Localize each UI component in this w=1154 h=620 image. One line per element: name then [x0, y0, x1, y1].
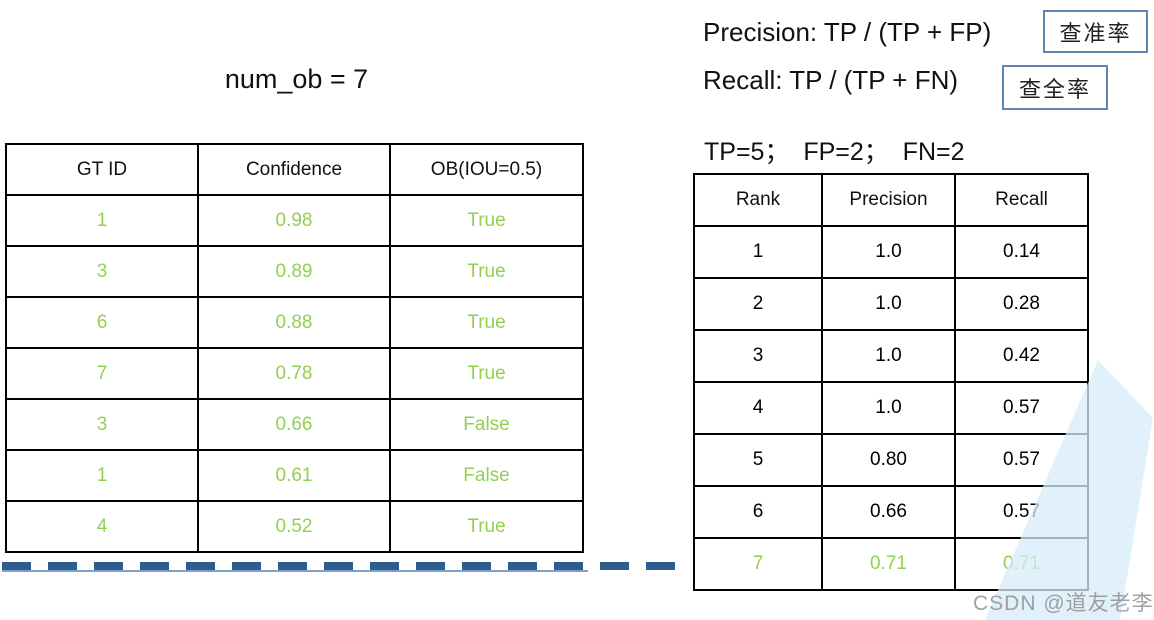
table-cell: 0.71: [954, 537, 1089, 591]
table-cell: 4: [5, 500, 199, 553]
table-cell: 7: [5, 347, 199, 400]
table-cell: 1: [5, 449, 199, 502]
table-row: 7 0.71 0.71: [693, 537, 1089, 591]
table-row: 1 0.98 True: [5, 194, 584, 247]
table-cell: False: [389, 398, 584, 451]
table-cell: 1.0: [821, 329, 956, 383]
table-cell: 0.89: [197, 245, 391, 298]
table-cell: 6: [5, 296, 199, 349]
table-row: 6 0.66 0.57: [693, 485, 1089, 539]
table-row: 1 1.0 0.14: [693, 225, 1089, 279]
table-row: 4 1.0 0.57: [693, 381, 1089, 435]
table-cell: 0.28: [954, 277, 1089, 331]
table-cell: 2: [693, 277, 823, 331]
recall-cn-label-box: 查全率: [1002, 65, 1108, 110]
tp-fp-fn-counts: TP=5； FP=2； FN=2: [704, 138, 965, 166]
table-row: 4 0.52 True: [5, 500, 584, 553]
header-cell: Confidence: [197, 143, 391, 196]
table-cell: 1.0: [821, 277, 956, 331]
header-cell: GT ID: [5, 143, 199, 196]
table-cell: True: [389, 500, 584, 553]
table-cell: 5: [693, 433, 823, 487]
table-cell: True: [389, 296, 584, 349]
table-cell: 0.61: [197, 449, 391, 502]
precision-recall-table: Rank Precision Recall 1 1.0 0.14 2 1.0 0.28 3 1.0 0…: [693, 173, 1089, 591]
table-cell: 7: [693, 537, 823, 591]
table-cell: 0.66: [821, 485, 956, 539]
table-row: 2 1.0 0.28: [693, 277, 1089, 331]
table-cell: 1: [693, 225, 823, 279]
table-cell: 3: [5, 398, 199, 451]
table-cell: 3: [5, 245, 199, 298]
table-cell: 3: [693, 329, 823, 383]
recall-formula-text: Recall: TP / (TP + FN): [703, 65, 959, 95]
table-cell: 0.71: [821, 537, 956, 591]
table-cell: 0.88: [197, 296, 391, 349]
header-cell: Rank: [693, 173, 823, 227]
left-table-title: num_ob = 7: [224, 64, 369, 94]
table-cell: 0.66: [197, 398, 391, 451]
table-cell: 0.14: [954, 225, 1089, 279]
table-cell: False: [389, 449, 584, 502]
table-row: 3 0.66 False: [5, 398, 584, 451]
precision-cn-label: 查准率: [1059, 20, 1132, 46]
table-cell: 0.57: [954, 485, 1089, 539]
table-cell: True: [389, 347, 584, 400]
table-cell: 6: [693, 485, 823, 539]
table-cell: 0.42: [954, 329, 1089, 383]
table-cell: 4: [693, 381, 823, 435]
detections-table: GT ID Confidence OB(IOU=0.5) 1 0.98 True 3 0.89…: [5, 143, 584, 553]
header-row: Rank Precision Recall: [693, 173, 1089, 227]
header-cell: Recall: [954, 173, 1089, 227]
table-cell: 0.57: [954, 433, 1089, 487]
table-row: 3 1.0 0.42: [693, 329, 1089, 383]
dashed-separator-line: [2, 562, 690, 570]
table-row: 1 0.61 False: [5, 449, 584, 502]
table-cell: 0.98: [197, 194, 391, 247]
table-cell: True: [389, 194, 584, 247]
table-cell: 0.80: [821, 433, 956, 487]
recall-cn-label: 查全率: [1018, 76, 1091, 102]
table-cell: 0.52: [197, 500, 391, 553]
dashed-separator-underline: [2, 570, 588, 572]
table-cell: 1: [5, 194, 199, 247]
table-row: 3 0.89 True: [5, 245, 584, 298]
table-row: 6 0.88 True: [5, 296, 584, 349]
header-cell: OB(IOU=0.5): [389, 143, 584, 196]
table-cell: 1.0: [821, 225, 956, 279]
table-row: 5 0.80 0.57: [693, 433, 1089, 487]
table-cell: 0.57: [954, 381, 1089, 435]
header-cell: Precision: [821, 173, 956, 227]
precision-formula-text: Precision: TP / (TP + FP): [703, 17, 992, 47]
table-row: 7 0.78 True: [5, 347, 584, 400]
precision-cn-label-box: 查准率: [1043, 10, 1148, 53]
table-cell: 0.78: [197, 347, 391, 400]
csdn-watermark-text: CSDN @道友老李: [973, 592, 1154, 615]
table-cell: True: [389, 245, 584, 298]
table-cell: 1.0: [821, 381, 956, 435]
header-row: GT ID Confidence OB(IOU=0.5): [5, 143, 584, 196]
